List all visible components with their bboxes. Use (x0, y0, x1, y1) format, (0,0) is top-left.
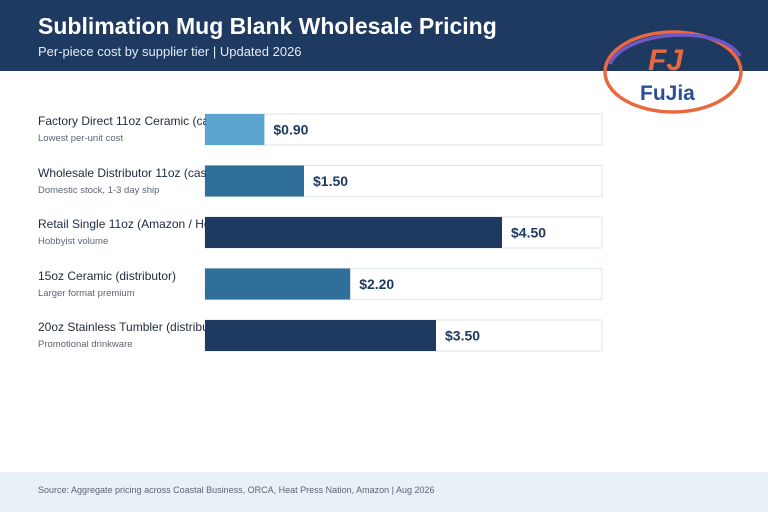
logo-text: FuJia (640, 82, 695, 105)
bar (205, 320, 436, 351)
category-label: 15oz Ceramic (distributor) (38, 268, 177, 283)
fujia-logo: FJ FuJia (603, 30, 743, 114)
bar-value-label: $2.20 (359, 276, 394, 292)
category-sublabel: Larger format premium (38, 287, 135, 299)
source-note: Source: Aggregate pricing across Coastal… (38, 485, 435, 495)
category-label: Retail Single 11oz (Amazon / Hobby) (38, 217, 206, 231)
category-sublabel: Hobbyist volume (38, 236, 109, 247)
category-label: 20oz Stainless Tumbler (distributor) (38, 320, 206, 334)
bar-value-label: $1.50 (313, 173, 348, 189)
category-label: Wholesale Distributor 11oz (case) (38, 165, 206, 180)
bar-chart: $0.90 $1.50 $4.50 $2.20 $3.50 (204, 113, 603, 352)
page-title: Sublimation Mug Blank Wholesale Pricing (38, 13, 497, 39)
bar-value-label: $0.90 (273, 122, 308, 138)
category-sublabel: Promotional drinkware (38, 339, 133, 350)
page-subtitle: Per-piece cost by supplier tier | Update… (38, 44, 302, 59)
category-sublabel: Domestic stock, 1-3 day ship (38, 184, 160, 196)
bar-value-label: $3.50 (445, 328, 480, 344)
bar (205, 165, 304, 197)
category-sublabel: Lowest per-unit cost (38, 133, 124, 144)
bar (205, 217, 502, 248)
logo-mark: FJ (648, 44, 684, 77)
category-label: Factory Direct 11oz Ceramic (case) (38, 114, 206, 128)
bar-value-label: $4.50 (511, 225, 546, 241)
bar (205, 268, 351, 300)
footer: Source: Aggregate pricing across Coastal… (0, 472, 768, 512)
bar (205, 114, 265, 145)
bar-track (204, 113, 603, 146)
